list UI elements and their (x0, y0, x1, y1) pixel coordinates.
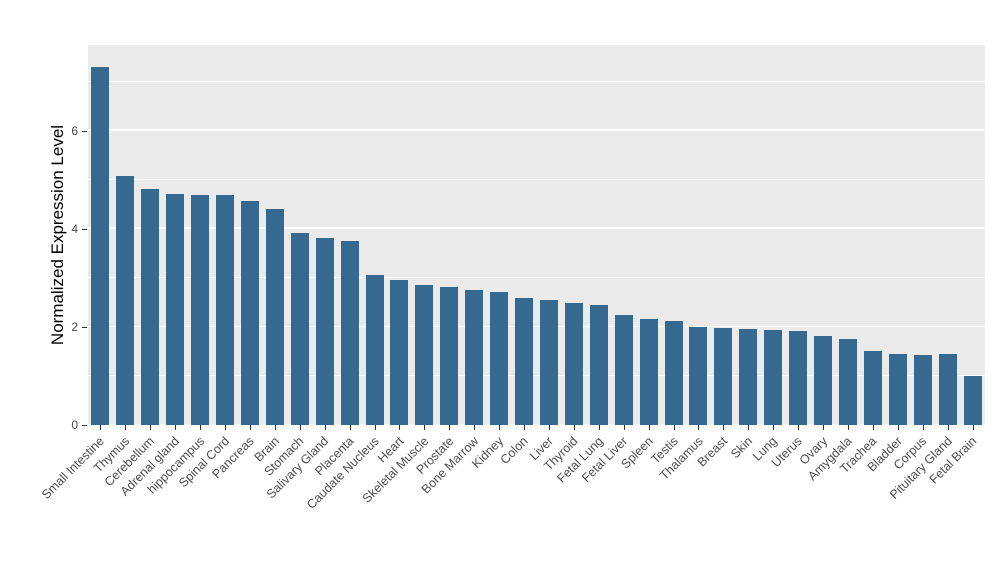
y-tick-mark (82, 228, 87, 230)
y-tick-label: 4 (71, 221, 78, 236)
bar (490, 292, 509, 425)
bar (789, 330, 808, 425)
x-tick-mark (399, 425, 401, 430)
x-tick-mark (100, 425, 102, 430)
x-tick-mark (548, 425, 550, 430)
x-tick-mark (773, 425, 775, 430)
x-tick-mark (474, 425, 476, 430)
x-tick-mark (723, 425, 725, 430)
plot-panel (88, 45, 985, 425)
x-tick-mark (598, 425, 600, 430)
bar (166, 193, 185, 425)
x-tick-mark (225, 425, 227, 430)
x-tick-mark (648, 425, 650, 430)
gridline-minor (88, 81, 985, 82)
x-tick-mark (673, 425, 675, 430)
x-tick-mark (274, 425, 276, 430)
x-tick-mark (324, 425, 326, 430)
x-tick-mark (449, 425, 451, 430)
y-tick-label: 0 (71, 418, 78, 432)
bar (116, 175, 135, 425)
bar (240, 200, 259, 425)
bar (938, 353, 957, 425)
x-tick-mark (374, 425, 376, 430)
gridline-minor (88, 277, 985, 278)
x-tick-mark (150, 425, 152, 430)
x-tick-mark (349, 425, 351, 430)
x-tick-mark (573, 425, 575, 430)
x-tick-mark (972, 425, 974, 430)
x-tick-mark (175, 425, 177, 430)
x-tick-mark (524, 425, 526, 430)
bar (340, 240, 359, 425)
bar (515, 298, 534, 425)
x-tick-mark (823, 425, 825, 430)
bar (539, 299, 558, 425)
bar (315, 237, 334, 425)
bar (664, 321, 683, 425)
bar (714, 327, 733, 425)
x-tick-mark (499, 425, 501, 430)
bar (91, 67, 110, 425)
gridline-major (88, 227, 985, 229)
bar (440, 286, 459, 425)
x-tick-mark (897, 425, 899, 430)
y-tick-label: 6 (71, 123, 78, 138)
x-tick-label: Colon (497, 434, 531, 468)
x-tick-mark (249, 425, 251, 430)
x-tick-mark (748, 425, 750, 430)
y-tick-mark (82, 130, 87, 132)
x-tick-mark (947, 425, 949, 430)
bar (739, 328, 758, 425)
bar (764, 329, 783, 425)
x-tick-label: Skin (728, 434, 756, 462)
bar (216, 195, 235, 425)
bar (589, 304, 608, 425)
bar (465, 289, 484, 425)
bar (365, 274, 384, 425)
bar (614, 315, 633, 425)
bar (913, 354, 932, 425)
bar (390, 279, 409, 425)
gridline-major (88, 129, 985, 131)
x-tick-mark (424, 425, 426, 430)
bar (689, 326, 708, 425)
bar (863, 350, 882, 425)
bar (888, 353, 907, 425)
bar (564, 302, 583, 425)
bar (265, 208, 284, 425)
x-tick-mark (200, 425, 202, 430)
gridline-minor (88, 179, 985, 180)
bar (963, 375, 982, 425)
y-tick-mark (82, 326, 87, 328)
bar (191, 194, 210, 425)
x-tick-mark (623, 425, 625, 430)
bar (838, 338, 857, 425)
x-tick-mark (698, 425, 700, 430)
x-tick-mark (798, 425, 800, 430)
bar (141, 188, 160, 425)
x-tick-mark (299, 425, 301, 430)
bar (639, 319, 658, 425)
gridline-major (88, 325, 985, 327)
x-tick-mark (872, 425, 874, 430)
y-tick-mark (82, 425, 87, 426)
x-tick-mark (847, 425, 849, 430)
gridline-major (88, 423, 985, 425)
bar (415, 284, 434, 425)
y-tick-label: 2 (71, 319, 78, 334)
bar (814, 335, 833, 425)
x-tick-mark (125, 425, 127, 430)
x-tick-mark (922, 425, 924, 430)
gridline-minor (88, 375, 985, 376)
bar (290, 232, 309, 425)
